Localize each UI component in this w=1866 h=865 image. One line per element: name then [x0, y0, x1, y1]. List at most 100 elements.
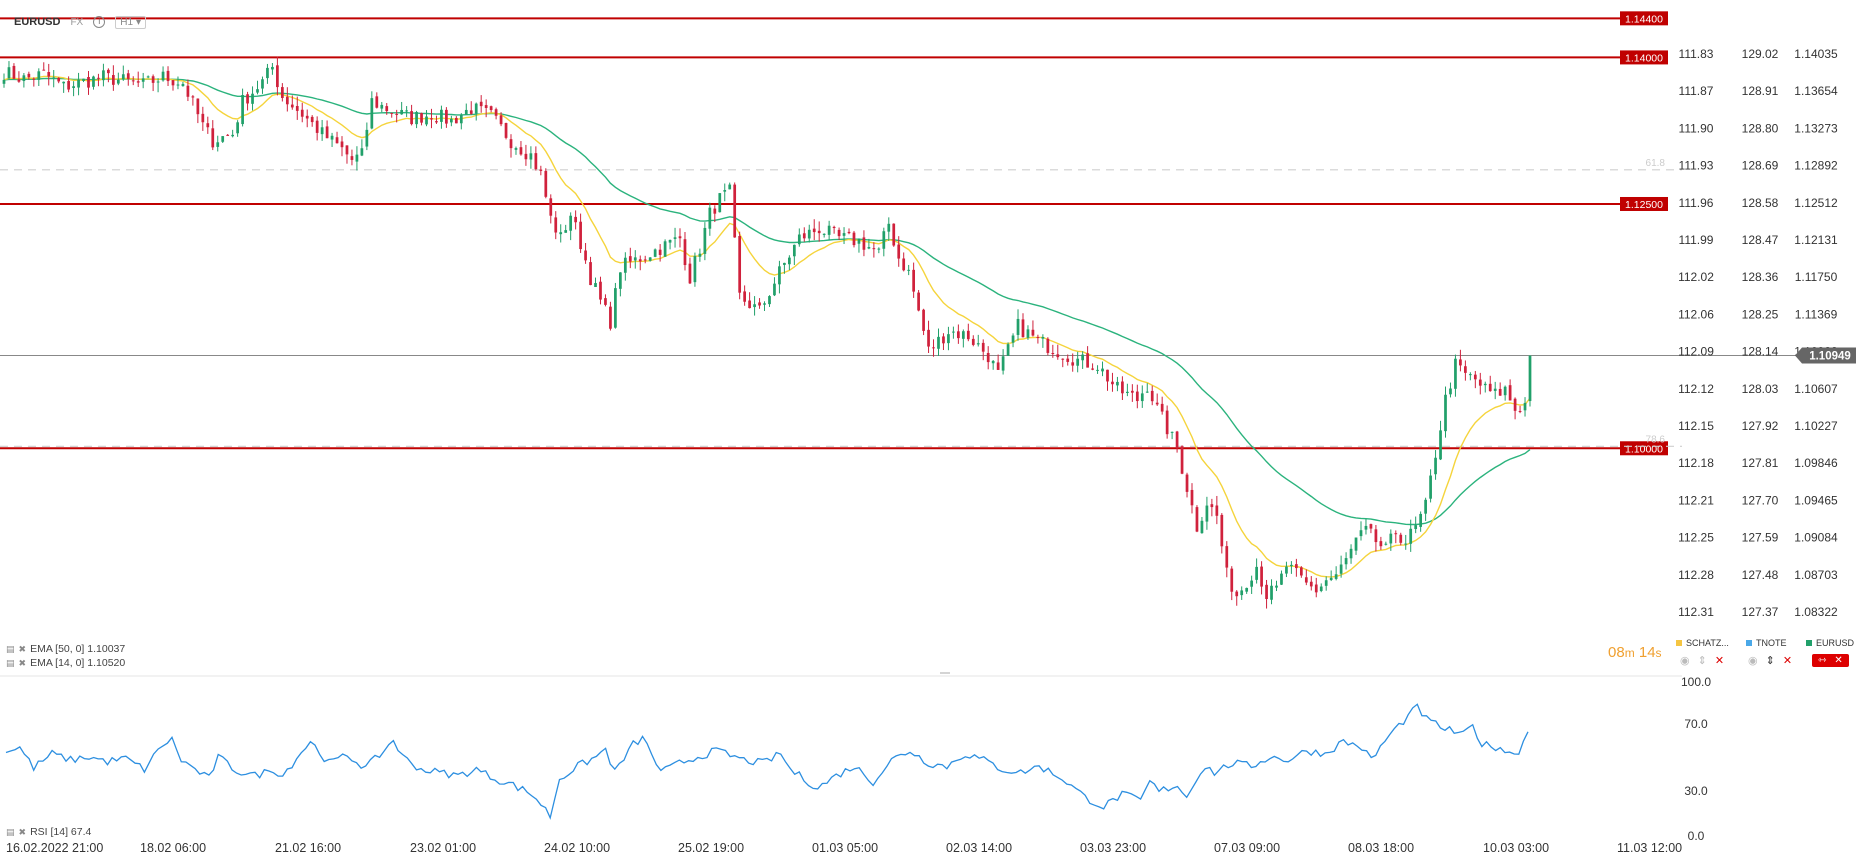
candle-body: [1280, 573, 1283, 585]
candle: [355, 146, 359, 171]
ema14-legend[interactable]: ▤ ✖ EMA [14, 0] 1.10520: [6, 657, 125, 669]
candle-body: [1528, 355, 1532, 402]
candle-body: [12, 65, 16, 79]
candle: [912, 262, 915, 298]
candle: [952, 326, 955, 339]
candle: [723, 183, 727, 202]
candle: [728, 182, 732, 190]
rsi-tick-label: 70.0: [1684, 717, 1708, 731]
candle-body: [1379, 541, 1383, 547]
candle: [529, 146, 533, 169]
time-tick-label: 21.02 16:00: [275, 841, 341, 855]
candle-body: [1464, 366, 1467, 373]
info-icon[interactable]: i: [93, 16, 106, 28]
candle: [847, 228, 851, 235]
candle: [191, 95, 195, 106]
tnote-tick-label: 128.36: [1742, 270, 1779, 284]
symbol-name[interactable]: EURUSD: [14, 16, 61, 28]
candle-body: [1518, 410, 1522, 412]
timeframe-button[interactable]: H1 ▾: [115, 15, 147, 29]
candle-body: [1285, 566, 1288, 574]
candle-body: [1444, 394, 1447, 432]
candle-body: [1314, 584, 1318, 593]
schatz-controls: ◉ ⇕ ✕: [1680, 654, 1724, 667]
candle: [872, 242, 876, 258]
level-tag[interactable]: [1620, 11, 1668, 26]
candle: [932, 339, 935, 357]
settings-icon[interactable]: ▤: [6, 643, 15, 654]
time-tick-label: 01.03 05:00: [812, 841, 878, 855]
current-price-tag[interactable]: [1795, 347, 1856, 364]
candle-body: [370, 98, 374, 129]
candle: [72, 81, 75, 97]
candle: [1180, 445, 1184, 475]
settings-icon[interactable]: ▤: [6, 657, 15, 668]
chevron-down-icon: ▾: [136, 16, 142, 28]
level-tag[interactable]: [1620, 50, 1668, 65]
candle: [430, 108, 433, 129]
candle-body: [1011, 335, 1015, 343]
candle: [1195, 505, 1199, 533]
ema50-legend[interactable]: ▤ ✖ EMA [50, 0] 1.10037: [6, 643, 125, 655]
candle-body: [445, 109, 448, 124]
close-icon[interactable]: ✕: [1714, 655, 1725, 667]
candle-body: [1468, 374, 1472, 376]
level-tag[interactable]: [1620, 441, 1668, 456]
settings-icon[interactable]: ▤: [6, 826, 15, 837]
candle: [927, 320, 930, 354]
ema50-path: [3, 77, 1531, 526]
fib-label: 78.6: [1646, 434, 1666, 445]
candle: [1404, 534, 1408, 550]
level-tag[interactable]: [1620, 196, 1668, 211]
close-icon[interactable]: ✖: [18, 657, 27, 668]
candle: [111, 65, 115, 91]
candle-body: [385, 106, 389, 112]
price-axis[interactable]: 1.14035 1.13654 1.13273 1.12892 1.12512 1.121…: [1794, 47, 1856, 619]
candle-body: [310, 116, 314, 123]
candle: [569, 212, 573, 241]
candle-body: [797, 234, 801, 245]
ema50-label: EMA [50, 0] 1.10037: [30, 643, 126, 655]
candle-body: [1439, 430, 1442, 460]
candle-body: [922, 309, 925, 331]
ema14-path: [3, 75, 1531, 578]
candle: [812, 219, 816, 241]
candle: [519, 141, 523, 156]
candle-body: [251, 93, 254, 104]
close-icon[interactable]: ✖: [18, 643, 27, 654]
candle: [251, 86, 254, 111]
time-tick-label: 11.03 12:00: [1617, 841, 1682, 855]
tnote-label: TNOTE: [1756, 638, 1787, 648]
close-icon[interactable]: ✕: [1782, 655, 1793, 667]
rsi-legend[interactable]: ▤ ✖ RSI [14] 67.4: [6, 826, 91, 838]
time-axis[interactable]: 16.02.2022 21:00 18.02 06:00 21.02 16:00 23…: [6, 841, 1682, 855]
time-tick-label: 02.03 14:00: [946, 841, 1012, 855]
candle: [171, 80, 175, 91]
candle: [614, 282, 617, 329]
updown-icon[interactable]: ⇕: [1697, 655, 1707, 667]
eye-icon[interactable]: ◉: [1748, 655, 1758, 667]
candle-body: [186, 85, 190, 97]
candle-body: [1086, 353, 1089, 368]
candle: [832, 225, 836, 234]
candle: [1046, 337, 1050, 356]
eurusd-toggle-button[interactable]: ⇿ ✕: [1812, 654, 1849, 667]
tnote-tick-label: 127.59: [1742, 531, 1779, 545]
candle-body: [529, 153, 533, 160]
candle: [499, 112, 503, 127]
candle-body: [176, 84, 180, 86]
candle-body: [276, 65, 279, 88]
eye-icon[interactable]: ◉: [1680, 655, 1690, 667]
candle: [807, 224, 811, 243]
candle: [1215, 495, 1219, 525]
close-icon[interactable]: ✖: [18, 826, 27, 837]
candle: [420, 112, 423, 126]
candle: [1076, 351, 1080, 373]
candle-body: [957, 331, 960, 339]
candle-body: [783, 262, 786, 265]
candle-body: [1329, 577, 1333, 580]
schatz-tick-label: 112.06: [1678, 307, 1714, 321]
updown-icon[interactable]: ⇕: [1765, 655, 1775, 667]
